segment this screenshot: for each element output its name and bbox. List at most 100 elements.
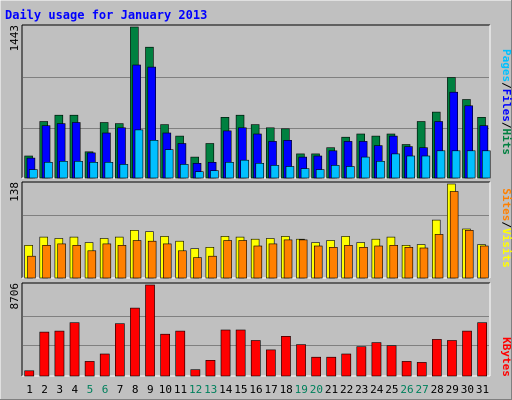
x-tick-day-27: 27 (415, 383, 428, 396)
bar-kbytes-day-8 (130, 307, 140, 377)
bar-kbytes-day-28 (431, 339, 442, 377)
bar-kbytes-day-19 (296, 344, 306, 377)
bar-sites-day-19 (298, 239, 308, 279)
bar-kbytes-day-30 (462, 330, 472, 377)
bar-sites-day-1 (27, 255, 36, 279)
bar-pages-day-15 (240, 159, 249, 179)
bar-pages-day-22 (346, 166, 355, 179)
bar-pages-day-16 (255, 163, 265, 179)
panel-bottom (21, 282, 491, 377)
bar-kbytes-day-6 (99, 353, 110, 377)
series-sites (27, 191, 489, 279)
bar-pages-day-10 (164, 149, 174, 179)
bar-kbytes-day-15 (235, 329, 246, 377)
legend-files-label: Files (500, 89, 512, 122)
x-tick-day-15: 15 (234, 383, 247, 396)
bar-sites-day-27 (419, 247, 429, 279)
bar-sites-day-21 (329, 247, 338, 279)
bar-kbytes-day-12 (190, 369, 201, 377)
bar-pages-day-24 (376, 161, 385, 179)
bar-sites-day-26 (404, 247, 414, 279)
bar-sites-day-22 (344, 245, 353, 279)
axis-max-mid: 138 (8, 182, 21, 202)
bar-kbytes-day-14 (220, 329, 231, 377)
bar-kbytes-day-1 (24, 370, 35, 377)
legend-visits-label: Visits (500, 228, 512, 268)
bar-sites-day-20 (313, 245, 323, 279)
x-tick-day-11: 11 (174, 383, 187, 396)
x-tick-day-14: 14 (219, 383, 233, 396)
legend-sep-1: / (500, 82, 512, 89)
bar-pages-day-18 (285, 166, 295, 179)
x-tick-day-12: 12 (189, 383, 202, 396)
bar-sites-day-24 (374, 245, 383, 279)
series-pages (29, 129, 491, 179)
bar-kbytes-day-21 (326, 356, 337, 377)
bar-sites-day-25 (389, 245, 398, 279)
bar-sites-day-30 (464, 230, 474, 279)
bar-pages-day-2 (44, 162, 53, 179)
x-tick-day-18: 18 (280, 383, 293, 396)
bar-kbytes-day-20 (311, 356, 322, 377)
legend-pages-label: Pages (500, 49, 512, 82)
legend-hits-label: Hits (500, 129, 512, 156)
bar-kbytes-day-27 (416, 362, 427, 377)
legend-bottom: KBytes (500, 337, 512, 377)
bar-sites-day-7 (117, 245, 127, 279)
x-tick-day-21: 21 (325, 383, 338, 396)
x-tick-day-17: 17 (264, 383, 277, 396)
bar-pages-day-23 (361, 156, 370, 179)
bar-sites-day-13 (208, 255, 217, 279)
bar-sites-day-28 (434, 234, 444, 279)
x-tick-day-1: 1 (26, 383, 33, 396)
bar-pages-day-13 (210, 170, 219, 179)
panel-mid (21, 181, 491, 279)
x-tick-day-24: 24 (370, 383, 384, 396)
bar-pages-day-9 (149, 140, 159, 179)
bar-pages-day-26 (406, 155, 415, 179)
x-tick-day-25: 25 (385, 383, 398, 396)
x-tick-day-30: 30 (461, 383, 474, 396)
bar-kbytes-day-5 (84, 361, 95, 377)
x-tick-day-4: 4 (71, 383, 78, 396)
x-tick-day-29: 29 (446, 383, 459, 396)
bar-pages-day-12 (195, 171, 204, 179)
bar-sites-day-18 (283, 239, 293, 279)
bar-kbytes-day-31 (477, 322, 488, 377)
x-tick-day-22: 22 (340, 383, 353, 396)
bar-sites-day-2 (42, 245, 51, 279)
panel-top (21, 24, 491, 179)
bar-pages-day-14 (225, 162, 234, 179)
legend-sep-3: / (500, 221, 512, 228)
bar-sites-day-17 (268, 243, 278, 279)
legend-top: Pages/Files/Hits (500, 49, 512, 155)
bar-pages-day-4 (74, 161, 83, 179)
bar-sites-day-23 (359, 247, 368, 279)
bar-sites-day-4 (72, 245, 82, 279)
x-tick-day-31: 31 (476, 383, 489, 396)
bar-sites-day-3 (57, 243, 66, 279)
bar-pages-day-7 (119, 164, 129, 179)
bar-kbytes-day-4 (69, 322, 80, 377)
bar-pages-day-28 (436, 150, 446, 179)
x-tick-day-16: 16 (249, 383, 262, 396)
bar-pages-day-25 (391, 153, 400, 179)
legend-sites-label: Sites (500, 188, 512, 221)
bar-kbytes-day-7 (115, 323, 125, 377)
bar-pages-day-30 (466, 150, 476, 179)
x-tick-day-9: 9 (147, 383, 154, 396)
axis-max-bottom: 8706 (8, 283, 21, 310)
bar-pages-day-29 (451, 150, 461, 179)
bar-pages-day-17 (270, 165, 280, 179)
bar-kbytes-day-18 (281, 335, 291, 377)
chart-title: Daily usage for January 2013 (5, 8, 207, 22)
legend-kbytes-label: KBytes (500, 337, 512, 377)
bar-sites-day-16 (253, 245, 263, 279)
bar-pages-day-27 (421, 155, 431, 179)
bar-kbytes-day-3 (54, 330, 65, 377)
axis-max-top: 1443 (8, 25, 21, 52)
bar-kbytes-day-26 (401, 361, 412, 377)
legend-sep-2: / (500, 122, 512, 129)
bar-pages-day-11 (180, 164, 189, 179)
panels-group (21, 24, 491, 377)
